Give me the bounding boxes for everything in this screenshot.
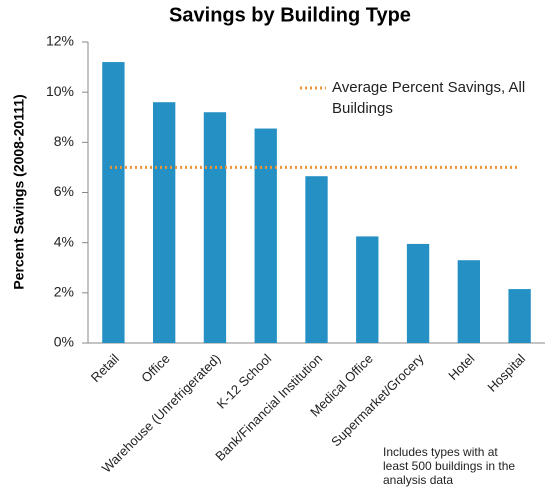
x-tick-label: Office bbox=[138, 351, 172, 385]
y-tick-label: 2% bbox=[54, 284, 74, 300]
y-tick-label: 4% bbox=[54, 233, 74, 249]
y-tick-label: 12% bbox=[46, 33, 74, 49]
bar bbox=[406, 243, 430, 343]
bar bbox=[356, 236, 379, 343]
bar bbox=[152, 102, 176, 343]
bar bbox=[508, 289, 531, 343]
y-tick-label: 10% bbox=[46, 83, 74, 99]
y-tick-label: 8% bbox=[54, 133, 74, 149]
bar bbox=[457, 260, 481, 343]
chart-title: Savings by Building Type bbox=[169, 4, 411, 26]
y-axis-label: Percent Savings (2008-20111) bbox=[11, 94, 27, 289]
legend-label: Average Percent Savings, All Buildings bbox=[332, 79, 526, 117]
annotation: Includes types with at least 500 buildin… bbox=[383, 445, 516, 487]
bar bbox=[305, 176, 328, 343]
y-tick-label: 0% bbox=[54, 334, 74, 350]
x-tick-label: Hotel bbox=[445, 351, 477, 383]
bar bbox=[203, 112, 227, 343]
y-tick-label: 6% bbox=[54, 183, 74, 199]
bar bbox=[254, 128, 277, 343]
x-tick-label: Retail bbox=[88, 351, 122, 385]
bar bbox=[102, 62, 125, 344]
x-tick-label: Hospital bbox=[484, 351, 528, 395]
x-tick-label: Supermarket/Grocery bbox=[328, 351, 427, 450]
